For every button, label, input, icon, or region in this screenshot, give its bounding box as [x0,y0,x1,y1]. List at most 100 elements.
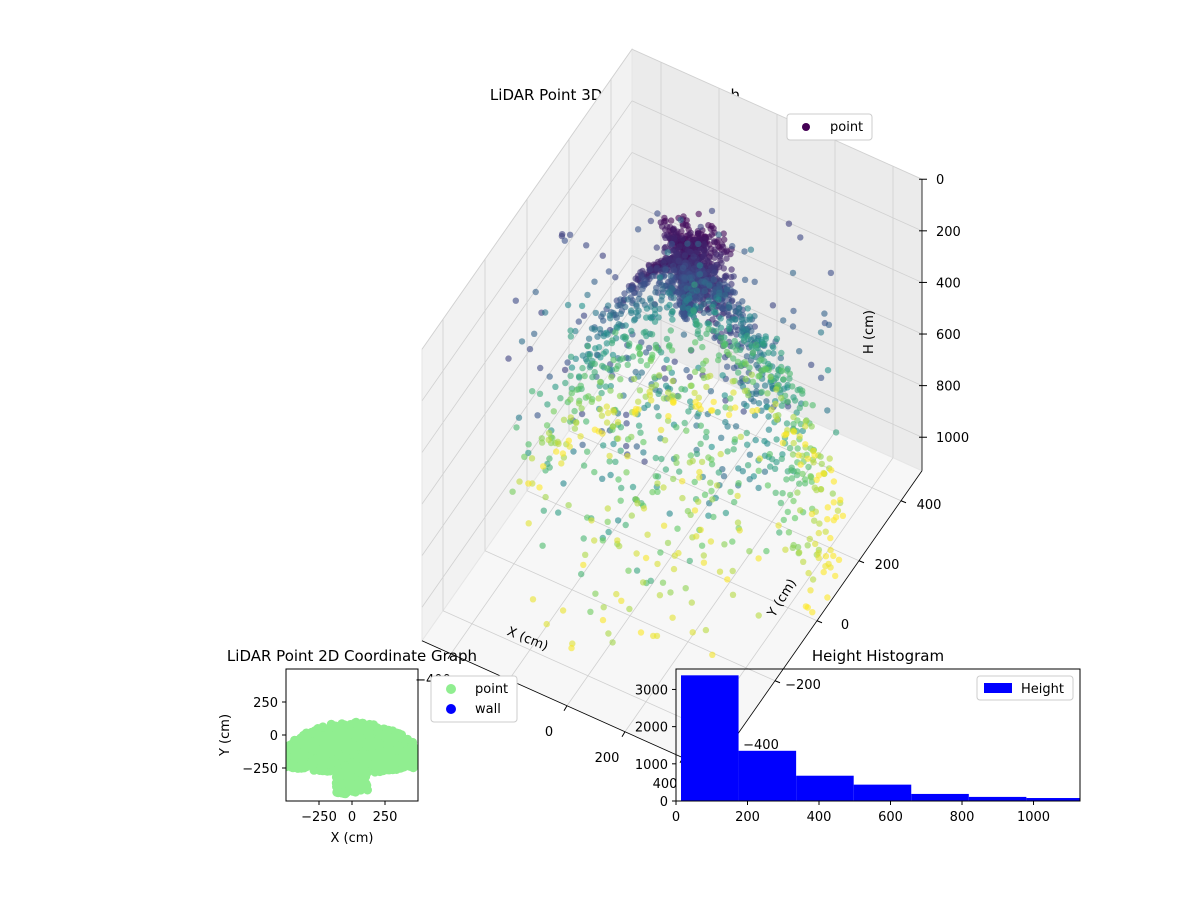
data-point-3d [654,210,661,217]
data-point-3d [646,295,654,302]
data-point-3d [659,579,667,586]
data-point-3d [573,386,580,393]
data-point-3d [568,644,575,652]
data-point-3d [545,429,553,437]
data-point-3d [780,516,787,524]
grid-line-z [631,152,923,283]
data-point-3d [568,390,575,397]
data-point-3d [742,360,750,368]
data-point-3d [660,522,668,529]
data-point-3d [768,406,775,413]
data-point-3d [719,372,726,379]
data-point-3d [585,393,592,400]
data-point-3d [675,549,682,557]
data-point-3d [779,490,786,497]
data-point-3d [752,341,760,348]
data-point-3d [618,484,625,492]
y-tick-label-histogram: 2000 [635,721,668,736]
data-point-3d [565,502,572,509]
data-point-3d [617,376,624,383]
data-point-3d [668,240,675,248]
data-point-3d [716,289,723,297]
data-point-3d [802,603,810,610]
data-point-3d [637,429,644,436]
data-point-3d [552,383,559,390]
data-point-2d [418,760,427,769]
data-point-3d [729,242,736,250]
data-point-3d [693,321,701,328]
data-point-2d [407,758,417,768]
data-point-3d [661,365,668,372]
data-point-3d [780,376,787,383]
data-point-3d [822,553,830,560]
data-point-3d [748,371,755,378]
data-point-3d [665,255,673,262]
data-point-3d [732,423,740,430]
data-point-2d [343,763,353,773]
data-point-3d [786,375,793,382]
data-point-3d [652,344,660,352]
data-point-3d [589,373,596,381]
data-point-3d [789,544,796,551]
data-point-3d [725,351,733,358]
data-point-3d [692,398,699,406]
data-point-3d [571,407,578,415]
data-point-2d [321,735,331,744]
data-point-3d [633,550,640,557]
data-point-3d [722,397,729,404]
data-point-3d [661,214,668,222]
data-point-3d [773,416,781,423]
data-point-3d [559,450,567,457]
data-point-3d [613,314,620,321]
data-point-3d [744,441,751,448]
y-tick-label-2d: 250 [253,696,278,711]
data-point-3d [765,413,772,420]
data-point-3d [669,262,677,270]
data-point-3d [657,219,664,226]
data-point-3d [761,382,769,389]
data-point-3d [665,289,672,296]
data-point-3d [553,448,560,455]
data-point-2d [360,739,370,748]
data-point-3d [534,412,541,419]
data-point-3d [687,346,695,354]
data-point-3d [614,537,621,544]
data-point-3d [721,236,728,243]
data-point-3d [656,372,663,379]
data-point-3d [727,395,734,402]
data-point-3d [676,468,683,475]
data-point-3d [822,528,829,535]
data-point-3d [575,400,583,407]
data-point-3d [584,291,591,299]
data-point-3d [713,251,720,258]
data-point-3d [570,448,577,455]
data-point-3d [564,359,571,366]
data-point-3d [588,398,595,405]
data-point-3d [648,397,655,404]
data-point-3d [667,272,674,280]
data-point-3d [760,340,767,348]
data-point-3d [677,216,684,224]
data-point-2d [373,724,383,734]
data-point-3d [571,425,579,432]
data-point-3d [622,521,629,529]
chart-3d: LiDAR Point 3D Coordinate Graph −400−200… [415,47,969,792]
y-tick-label-histogram: 3000 [635,683,668,698]
data-point-3d [621,333,628,340]
data-point-3d [591,360,598,368]
data-point-3d [724,448,731,455]
data-point-3d [777,354,784,362]
data-point-3d [731,337,738,345]
data-point-3d [580,312,588,319]
data-point-3d [755,467,762,474]
data-point-3d [771,465,779,472]
data-point-3d [612,329,619,336]
data-point-3d [577,433,584,440]
data-point-3d [769,302,777,309]
data-point-3d [783,476,790,483]
data-point-3d [710,238,718,245]
data-point-3d [820,470,828,478]
data-point-3d [712,309,719,316]
data-point-3d [683,285,690,292]
data-point-3d [697,334,704,342]
